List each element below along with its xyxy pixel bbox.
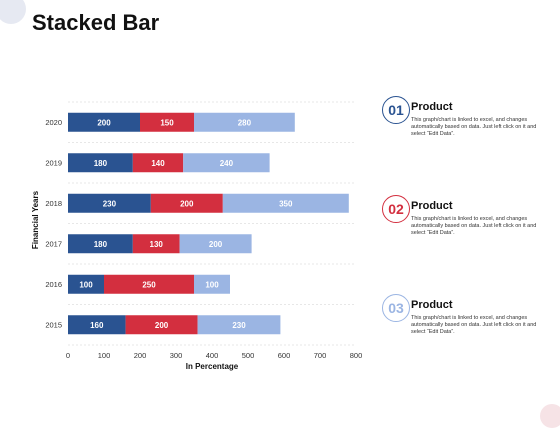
bar-segment: [68, 274, 104, 294]
bar-segment: [132, 153, 184, 173]
data-label: 240: [220, 159, 234, 168]
data-label: 200: [155, 321, 169, 330]
data-label: 280: [238, 118, 252, 127]
bar-segment: [68, 193, 151, 213]
page-title: Stacked Bar: [32, 10, 160, 35]
data-label: 180: [94, 159, 108, 168]
legend-item-title: Product: [411, 101, 453, 113]
x-tick-label: 400: [206, 351, 219, 360]
legend-number-circle: 03: [382, 294, 410, 322]
bar-segment: [125, 315, 198, 335]
bar-segment: [222, 193, 349, 213]
legend-item-title: Product: [411, 299, 453, 311]
y-tick-label: 2016: [45, 280, 62, 289]
legend-item-title: Product: [411, 200, 453, 212]
x-tick-label: 600: [278, 351, 291, 360]
x-tick-labels: 0 100 200 300 400 500 600 700 800: [66, 351, 362, 360]
y-tick-labels: 2020 2019 2018 2017 2016 2015: [45, 118, 62, 330]
data-label: 230: [103, 199, 117, 208]
data-labels: 200 150 280 180 140 240 230 200 350 180 130 200 100 2…: [79, 118, 293, 330]
x-tick-label: 700: [314, 351, 327, 360]
bar-segment: [150, 193, 223, 213]
data-label: 180: [94, 240, 108, 249]
data-label: 100: [79, 280, 93, 289]
data-label: 200: [209, 240, 223, 249]
stacked-bar-chart: 200 150 280 180 140 240 230 200 350 180 130 200 100 2…: [31, 101, 362, 371]
data-label: 130: [150, 240, 164, 249]
decorative-circle-bottom-right: [540, 404, 560, 428]
bar-segment: [194, 274, 230, 294]
data-label: 200: [180, 199, 194, 208]
bar-segment: [68, 153, 133, 173]
bar-segment: [68, 234, 133, 254]
legend-item-description: This graph/chart is linked to excel, and…: [411, 216, 537, 236]
legend-item-description: This graph/chart is linked to excel, and…: [411, 315, 537, 335]
legend-number-circle: 01: [382, 96, 410, 124]
grid-lines: [68, 101, 356, 346]
y-axis-label: Financial Years: [31, 190, 40, 249]
bars: [68, 112, 349, 335]
data-label: 350: [279, 199, 293, 208]
data-label: 230: [232, 321, 246, 330]
y-tick-label: 2018: [45, 199, 62, 208]
bar-segment: [183, 153, 270, 173]
bar-segment: [197, 315, 281, 335]
data-label: 160: [90, 321, 104, 330]
bar-segment: [140, 112, 194, 132]
data-label: 140: [151, 159, 165, 168]
data-label: 250: [142, 280, 156, 289]
bar-segment: [194, 112, 295, 132]
x-tick-label: 300: [170, 351, 183, 360]
x-tick-label: 100: [98, 351, 111, 360]
y-tick-label: 2015: [45, 320, 62, 329]
legend-item-description: This graph/chart is linked to excel, and…: [411, 117, 537, 137]
bar-segment: [68, 315, 126, 335]
bar-segment: [68, 112, 140, 132]
y-tick-label: 2019: [45, 158, 62, 167]
legend-number-circle: 02: [382, 195, 410, 223]
bar-segment: [179, 234, 252, 254]
x-tick-label: 500: [242, 351, 255, 360]
data-label: 200: [97, 118, 111, 127]
x-tick-label: 800: [350, 351, 363, 360]
bar-segment: [132, 234, 180, 254]
x-tick-label: 0: [66, 351, 70, 360]
bar-segment: [104, 274, 194, 294]
x-axis-label: In Percentage: [186, 362, 239, 371]
data-label: 100: [205, 280, 219, 289]
data-label: 150: [160, 118, 174, 127]
y-tick-label: 2017: [45, 239, 62, 248]
y-tick-label: 2020: [45, 118, 62, 127]
x-tick-label: 200: [134, 351, 147, 360]
